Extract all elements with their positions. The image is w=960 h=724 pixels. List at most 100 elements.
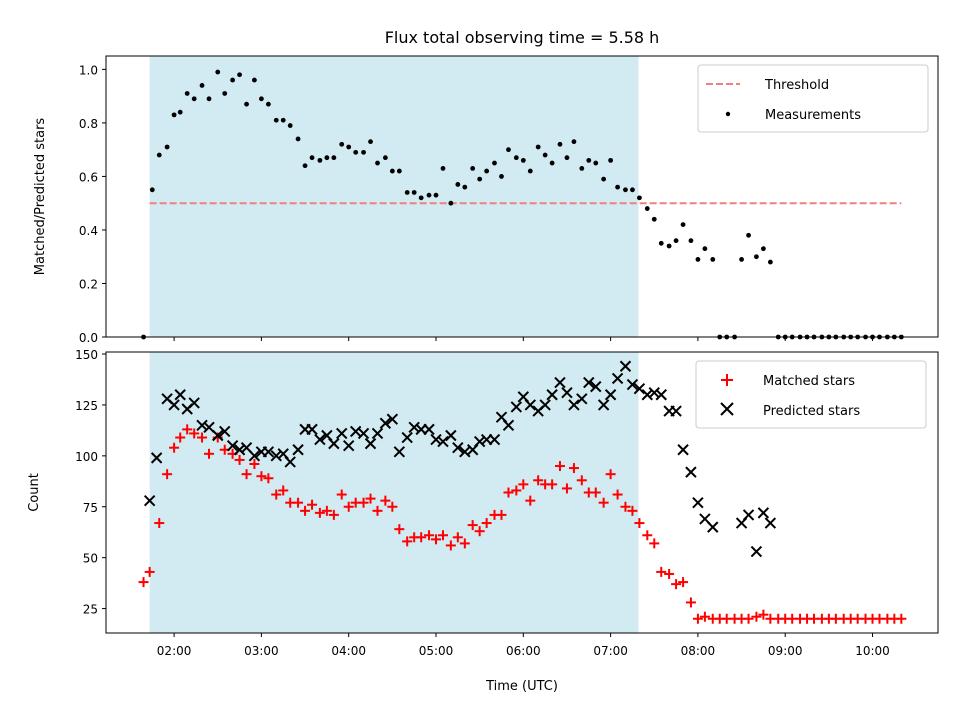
predicted-point: [597, 399, 610, 411]
legend-threshold-label: Threshold: [764, 78, 829, 93]
measurement-point: [389, 168, 395, 174]
measurement-point: [252, 77, 257, 83]
predicted-point: [371, 427, 384, 440]
matched-point: [758, 609, 769, 620]
matched-point: [162, 469, 173, 480]
predicted-point: [379, 417, 392, 429]
measurement-point: [666, 243, 672, 249]
matched-point: [437, 530, 448, 541]
y-tick-label: 50: [83, 552, 98, 566]
matched-point: [598, 497, 609, 508]
x-axis-label: Time (UTC): [485, 679, 558, 694]
predicted-point: [583, 376, 595, 389]
x-tick-label: 02:00: [157, 644, 192, 658]
measurement-point: [651, 216, 657, 222]
matched-point: [671, 579, 682, 590]
matched-point: [321, 505, 332, 516]
matched-point: [204, 448, 215, 459]
measurement-point: [477, 176, 483, 182]
measurement-point: [760, 246, 766, 252]
measurement-point: [382, 155, 388, 161]
predicted-point: [604, 389, 617, 401]
measurement-point: [199, 83, 205, 88]
matched-point: [431, 534, 442, 545]
matched-point: [518, 479, 529, 490]
matched-point: [445, 540, 456, 551]
top-legend: Threshold Measurements: [697, 64, 929, 133]
matched-point: [699, 611, 710, 622]
measurement-point: [448, 200, 454, 206]
measurement-point: [222, 91, 228, 96]
measurement-point: [688, 238, 694, 244]
predicted-point: [510, 401, 523, 413]
measurement-point: [156, 152, 162, 158]
predicted-point: [423, 423, 435, 436]
predicted-point: [554, 376, 566, 389]
matched-point: [234, 454, 245, 465]
measurement-point: [171, 112, 177, 118]
measurement-point: [426, 192, 432, 198]
measurement-point: [346, 144, 352, 150]
predicted-point: [219, 425, 231, 438]
measurements-series: [141, 69, 904, 340]
predicted-point: [648, 387, 660, 399]
matched-point: [402, 536, 413, 547]
predicted-point: [568, 399, 580, 411]
measurement-point: [615, 184, 620, 190]
measurement-point: [608, 157, 614, 163]
measurement-point: [433, 192, 439, 198]
predicted-point: [212, 429, 224, 442]
matched-point: [496, 509, 507, 520]
measurement-point: [230, 77, 235, 83]
predicted-point: [539, 399, 551, 411]
measurement-point: [499, 174, 504, 179]
top-y-axis-label: Matched/Predicted stars: [33, 118, 48, 276]
matched-point: [634, 518, 645, 529]
matched-point: [256, 471, 267, 482]
matched-point: [387, 501, 398, 512]
measurement-point: [658, 240, 664, 246]
predicted-point: [248, 450, 261, 462]
x-tick-label: 10:00: [855, 644, 890, 658]
predicted-point: [619, 360, 632, 372]
measurement-point: [586, 157, 592, 163]
measurement-point: [702, 246, 708, 252]
matched-point: [525, 495, 536, 506]
predicted-point: [670, 405, 682, 417]
measurement-point: [470, 166, 476, 171]
matched-point: [751, 611, 762, 622]
measurement-point: [637, 195, 642, 201]
predicted-point: [174, 389, 186, 401]
top-axes-frame: [105, 55, 939, 338]
x-tick-label: 06:00: [506, 644, 541, 658]
matched-point: [278, 485, 289, 496]
measurement-point: [680, 222, 686, 228]
predicted-point: [502, 419, 515, 432]
y-tick-label: 0.6: [79, 170, 98, 184]
measurement-point: [237, 72, 242, 78]
predicted-point: [364, 437, 377, 450]
matched-point: [576, 475, 587, 486]
matched-point: [605, 469, 616, 480]
measurement-point: [206, 96, 212, 102]
predicted-point: [611, 372, 624, 385]
measurement-point: [418, 195, 424, 201]
x-tick-label: 03:00: [244, 644, 279, 658]
predicted-point: [401, 431, 413, 444]
predicted-point: [764, 517, 777, 529]
measurement-point: [506, 147, 511, 153]
matched-point: [649, 538, 660, 549]
measurement-point: [411, 190, 417, 195]
measurement-point: [462, 184, 468, 190]
matched-point: [452, 532, 463, 543]
measurement-point: [324, 155, 330, 161]
x-tick-label: 05:00: [419, 644, 454, 658]
matched-point: [743, 613, 754, 624]
y-tick-label: 0.2: [79, 277, 98, 291]
matched-point: [263, 473, 274, 484]
predicted-point: [633, 382, 646, 395]
measurement-point: [564, 155, 570, 161]
measurement-point: [265, 101, 271, 107]
legend-measurements-swatch: [725, 111, 731, 117]
matched-point: [561, 483, 572, 494]
